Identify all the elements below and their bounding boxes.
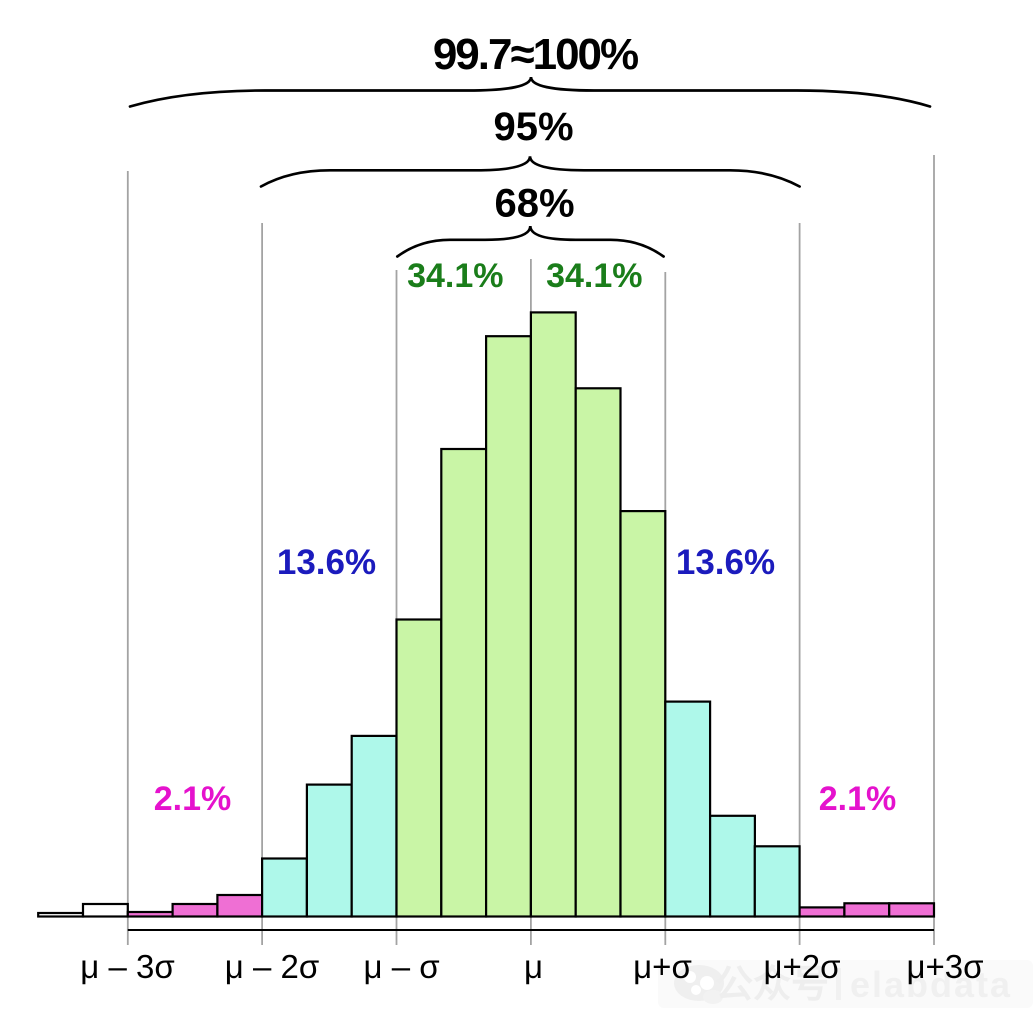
svg-text:34.1%: 34.1% (546, 257, 642, 295)
svg-text:2.1%: 2.1% (819, 780, 897, 818)
svg-text:34.1%: 34.1% (407, 257, 503, 295)
svg-text:μ+2σ: μ+2σ (763, 948, 840, 985)
svg-text:13.6%: 13.6% (676, 543, 775, 582)
svg-text:2.1%: 2.1% (154, 780, 232, 818)
svg-text:μ+3σ: μ+3σ (906, 948, 983, 985)
svg-text:elabdata: elabdata (850, 964, 1012, 1005)
svg-text:μ+σ: μ+σ (633, 948, 692, 985)
svg-text:95%: 95% (493, 105, 573, 149)
svg-text:μ – 2σ: μ – 2σ (225, 948, 319, 985)
svg-text:99.7≈100%: 99.7≈100% (433, 30, 638, 79)
svg-text:μ: μ (524, 948, 543, 985)
svg-text:μ – 3σ: μ – 3σ (80, 948, 174, 985)
svg-text:13.6%: 13.6% (277, 543, 376, 582)
svg-text:μ – σ: μ – σ (364, 948, 440, 985)
svg-text:68%: 68% (494, 182, 574, 226)
svg-text:公众号: 公众号 (715, 964, 829, 1006)
